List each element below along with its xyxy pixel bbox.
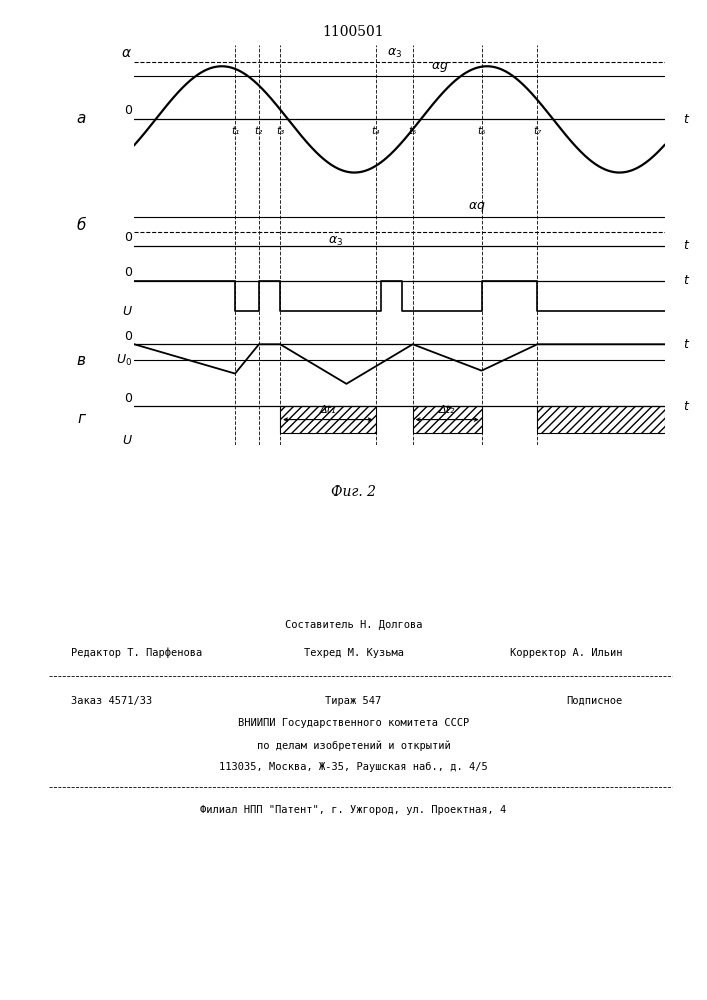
Text: 0: 0	[124, 231, 132, 244]
Text: Тираж 547: Тираж 547	[325, 696, 382, 706]
Text: t: t	[683, 400, 688, 413]
Text: $\alpha q$: $\alpha q$	[468, 200, 486, 214]
Bar	[537, 406, 665, 433]
Text: Заказ 4571/33: Заказ 4571/33	[71, 696, 152, 706]
Text: t: t	[683, 239, 688, 252]
Text: Корректор А. Ильин: Корректор А. Ильин	[510, 648, 622, 658]
Text: по делам изобретений и открытий: по делам изобретений и открытий	[257, 740, 450, 751]
Text: $U_0$: $U_0$	[115, 353, 132, 368]
Text: Редактор Т. Парфенова: Редактор Т. Парфенова	[71, 648, 202, 658]
Text: Δt₂: Δt₂	[439, 405, 455, 415]
Text: 0: 0	[124, 330, 132, 343]
Text: t₆: t₆	[477, 126, 486, 136]
Text: t₁: t₁	[231, 126, 239, 136]
Bar	[280, 406, 375, 433]
Bar	[413, 406, 481, 433]
Text: в: в	[77, 353, 86, 368]
Text: Δt₁: Δt₁	[320, 405, 336, 415]
Text: Техред М. Кузьма: Техред М. Кузьма	[303, 648, 404, 658]
Text: Подписное: Подписное	[566, 696, 622, 706]
Text: 1100501: 1100501	[322, 25, 385, 39]
Text: $\alpha g$: $\alpha g$	[431, 60, 449, 74]
Text: 0: 0	[124, 104, 132, 117]
Text: Составитель Н. Долгова: Составитель Н. Долгова	[285, 620, 422, 630]
Text: t: t	[683, 274, 688, 287]
Text: t: t	[683, 338, 688, 351]
Text: $\alpha$: $\alpha$	[121, 46, 132, 60]
Text: а: а	[76, 111, 86, 126]
Text: б: б	[76, 218, 86, 233]
Text: г: г	[77, 411, 86, 426]
Text: $\alpha_3$: $\alpha_3$	[328, 235, 344, 248]
Text: t₅: t₅	[409, 126, 417, 136]
Text: t₃: t₃	[276, 126, 284, 136]
Text: Фиг. 2: Фиг. 2	[331, 485, 376, 499]
Text: t₄: t₄	[371, 126, 380, 136]
Text: 0: 0	[124, 392, 132, 405]
Text: U: U	[122, 434, 132, 447]
Text: t₂: t₂	[255, 126, 263, 136]
Text: 113035, Москва, Ж-35, Раушская наб., д. 4/5: 113035, Москва, Ж-35, Раушская наб., д. …	[219, 762, 488, 772]
Text: 0: 0	[124, 266, 132, 279]
Text: Филиал НПП "Патент", г. Ужгород, ул. Проектная, 4: Филиал НПП "Патент", г. Ужгород, ул. Про…	[200, 805, 507, 815]
Text: U: U	[122, 305, 132, 318]
Text: $\alpha_3$: $\alpha_3$	[387, 47, 402, 60]
Text: t₇: t₇	[533, 126, 542, 136]
Text: t: t	[683, 113, 688, 126]
Text: ВНИИПИ Государственного комитета СССР: ВНИИПИ Государственного комитета СССР	[238, 718, 469, 728]
